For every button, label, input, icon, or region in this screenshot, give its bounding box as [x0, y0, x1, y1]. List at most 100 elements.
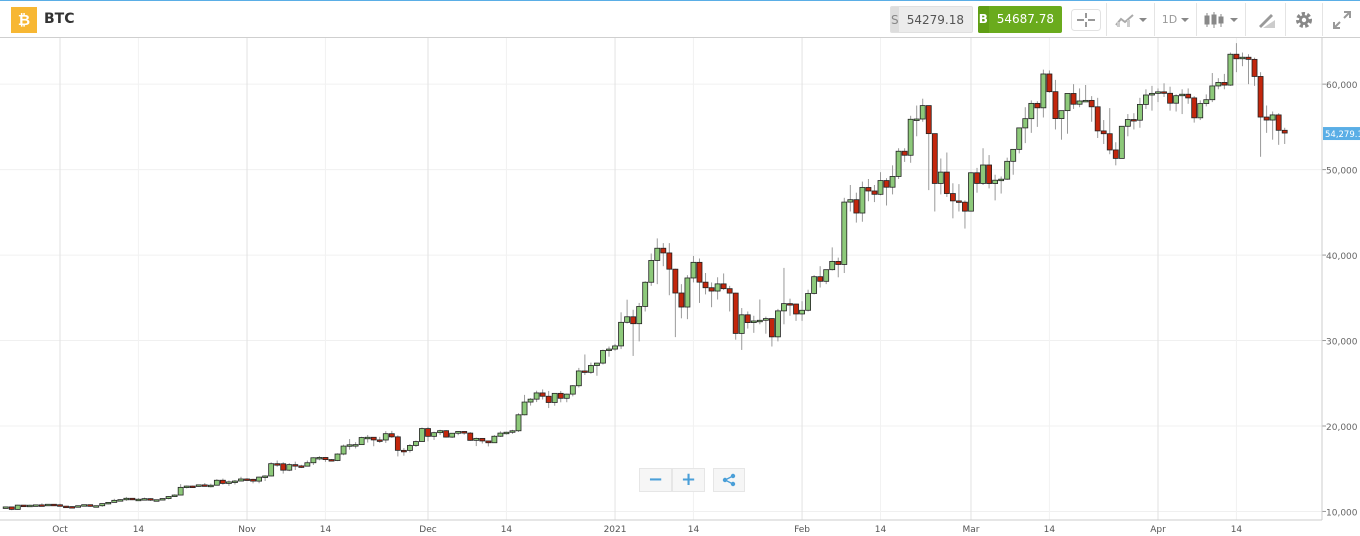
x-tick-label: 14 [688, 525, 700, 535]
candle-down [467, 432, 474, 441]
candle-down [328, 459, 335, 462]
candle-up [1143, 94, 1149, 105]
candle-up [606, 348, 612, 351]
candle-down [817, 276, 824, 282]
candle-down [660, 247, 667, 254]
candle-down [201, 484, 208, 487]
candle-up [117, 499, 124, 502]
candle-up [684, 277, 691, 308]
fullscreen-button[interactable] [1322, 3, 1360, 36]
share-button[interactable] [713, 468, 745, 492]
candle-up [1028, 102, 1035, 120]
candle-up [1203, 99, 1210, 104]
crosshair-icon [1071, 8, 1101, 31]
candle-up [238, 478, 244, 482]
candle-up [992, 179, 999, 184]
candle-up [841, 201, 848, 265]
candle-up [195, 484, 202, 487]
candle-up [913, 118, 920, 121]
buy-button[interactable]: B 54687.78 [978, 6, 1062, 33]
candle-down [1161, 91, 1167, 94]
zoom-in-button[interactable]: + [672, 468, 705, 492]
candle-up [714, 283, 721, 292]
candle-down [901, 150, 908, 156]
last-price-tag [1323, 127, 1360, 141]
candle-down [545, 395, 552, 403]
chart-type-dropdown[interactable] [1106, 3, 1154, 36]
crosshair-button[interactable] [1066, 3, 1106, 36]
candle-up [968, 172, 974, 212]
candle-up [527, 398, 534, 403]
draw-tools-button[interactable] [1245, 3, 1285, 36]
price-chart[interactable]: 10,000 20,000 30,000 40,000 50,000 60,000 Oct 1… [0, 38, 1360, 536]
sell-button[interactable]: S 54279.18 [890, 6, 973, 33]
chart-type-icon [1114, 13, 1134, 27]
candle-up [895, 150, 902, 177]
candle-up [642, 281, 649, 307]
candle-up [594, 362, 600, 366]
candle-up [352, 444, 359, 447]
settings-button[interactable] [1285, 3, 1322, 36]
candle-style-dropdown[interactable] [1196, 3, 1245, 36]
candle-up [805, 293, 811, 311]
candle-up [340, 445, 347, 455]
y-tick-label: 10,000 [1326, 508, 1358, 518]
candle-up [738, 314, 745, 334]
candle-up [455, 431, 462, 434]
candle-down [865, 187, 872, 192]
candle-up [1209, 85, 1216, 101]
candle-up [346, 444, 353, 447]
gear-icon [1296, 11, 1312, 28]
candle-up [877, 180, 884, 195]
zoom-out-button[interactable]: − [639, 468, 672, 492]
candle-up [497, 432, 504, 437]
candle-up [141, 498, 148, 501]
candle-up [575, 370, 582, 387]
candle-down [708, 287, 715, 292]
x-tick-label: 14 [1044, 525, 1056, 535]
candle-down [219, 479, 226, 484]
candle-up [1124, 119, 1131, 127]
candle-up [503, 431, 510, 435]
candle-up [811, 276, 818, 294]
candle-up [382, 433, 389, 441]
candle-up [781, 303, 787, 312]
candlestick-icon [1204, 11, 1224, 28]
candle-down [793, 303, 799, 315]
candle-down [666, 252, 673, 270]
candle-down [298, 465, 305, 468]
candle-down [835, 260, 842, 265]
buy-label: B [978, 6, 989, 33]
bitcoin-logo-icon: ₿ [11, 7, 37, 33]
candle-up [1227, 53, 1234, 86]
symbol-title: BTC [44, 11, 75, 27]
candle-up [1269, 114, 1276, 121]
candle-down [69, 506, 75, 509]
candle-up [207, 484, 214, 488]
candle-up [334, 453, 341, 461]
candle-up [14, 504, 21, 510]
candle-up [183, 485, 190, 488]
chevron-down-icon [1181, 17, 1190, 22]
candle-up [413, 441, 419, 446]
candle-down [87, 504, 94, 507]
candle-down [461, 431, 468, 434]
candle-down [1185, 93, 1192, 99]
candle-up [1076, 100, 1083, 105]
candle-down [702, 281, 709, 289]
candle-up [1016, 127, 1023, 150]
candle-down [581, 370, 588, 373]
candle-up [569, 385, 576, 395]
candle-up [612, 345, 618, 350]
candle-down [925, 105, 932, 135]
candle-up [358, 437, 365, 446]
candle-up [1022, 118, 1029, 129]
candle-down [1221, 82, 1228, 86]
candle-down [250, 478, 256, 482]
candle-up [105, 501, 112, 505]
candle-up [45, 503, 51, 507]
candle-up [1197, 103, 1204, 119]
x-tick-label: Dec [419, 525, 436, 535]
interval-dropdown[interactable]: 1D [1154, 3, 1196, 36]
candle-down [370, 436, 377, 441]
